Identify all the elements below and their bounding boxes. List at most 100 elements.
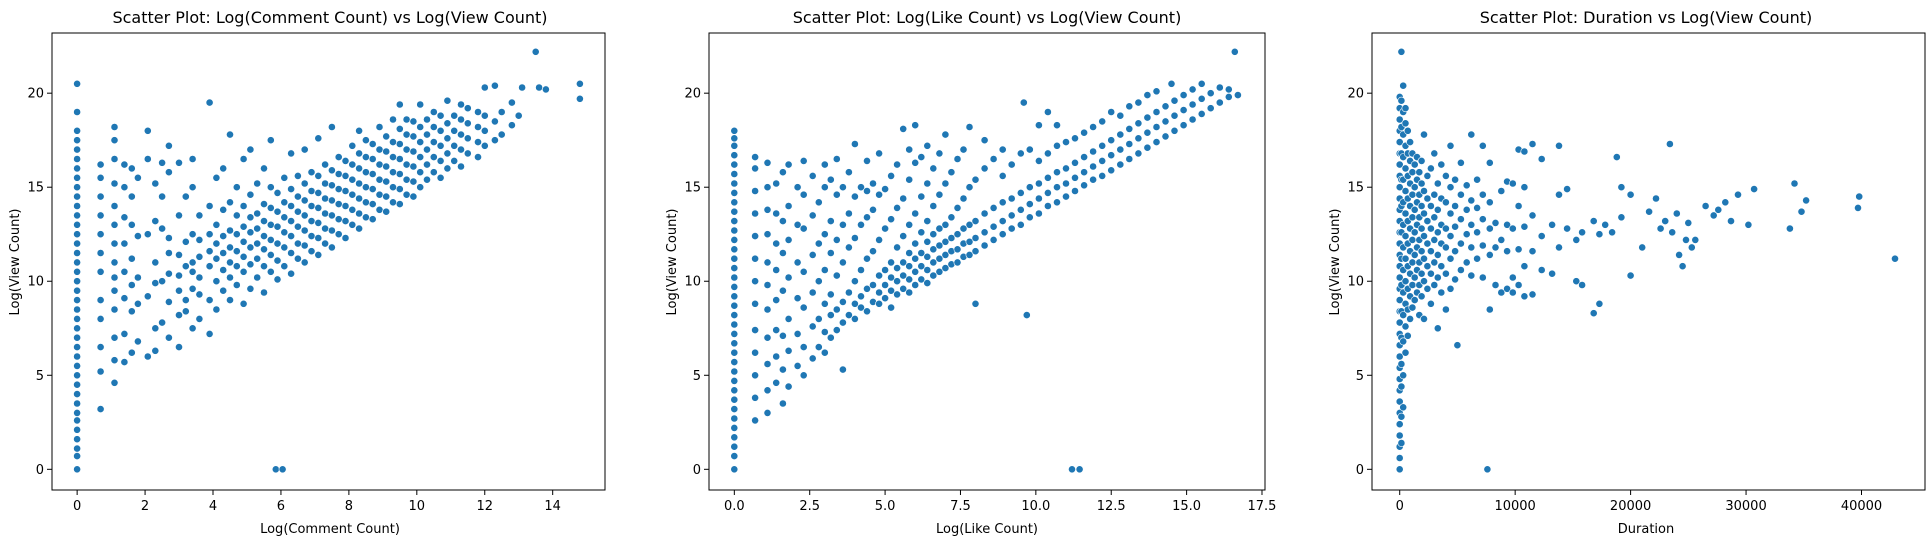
scatter-point [1478,141,1487,150]
scatter-point [857,303,865,312]
scatter-point [321,239,329,248]
scatter-point [463,134,472,143]
scatter-point [1578,281,1586,289]
scatter-point [188,267,197,276]
scatter-point [395,124,404,133]
scatter-point [730,423,739,432]
scatter-point [971,299,980,308]
scatter-point [1430,190,1439,199]
scatter-point [110,333,119,342]
scatter-point [402,145,411,154]
scatter-point [1666,140,1674,148]
scatter-point [1457,158,1465,167]
scatter-point [772,179,781,188]
scatter-point [814,343,823,351]
scatter-point [1555,190,1563,199]
scatter-point [1423,217,1432,225]
scatter-point [751,187,759,195]
scatter-point [73,361,81,370]
scatter-point [1678,262,1687,271]
scatter-point [226,130,234,139]
scatter-point [779,217,787,225]
scatter-point [151,179,160,188]
scatter-point [851,234,859,242]
scatter-point [1397,360,1406,368]
scatter-point [1462,258,1471,267]
scatter-point [1089,175,1097,184]
scatter-point [730,226,739,235]
scatter-point [1417,292,1426,301]
scatter-point [133,299,142,308]
scatter-point [763,281,772,289]
scatter-point [1401,348,1410,357]
scatter-point [120,160,129,169]
scatter-point [1116,111,1125,120]
scatter-point [941,264,950,272]
scatter-point [443,119,452,128]
scatter-point [239,299,248,308]
scatter-point [361,136,370,145]
scatter-point [260,232,268,240]
x-tick-label: 7.5 [950,499,971,514]
scatter-point [1442,171,1450,180]
scatter-point [96,192,105,201]
scatter-point [1423,262,1432,271]
scatter-point [273,275,282,284]
scatter-point [576,94,584,103]
scatter-point [772,239,781,248]
scatter-point [1025,145,1034,154]
scatter-point [1016,220,1025,229]
x-tick-label: 12 [476,499,493,514]
scatter-point [839,365,847,374]
scatter-point [260,262,268,271]
scatter-point [212,254,221,263]
scatter-point [1446,209,1455,218]
scatter-point [253,179,262,188]
x-ticks: 0 10000 20000 30000 40000 [1396,490,1882,514]
scatter-point [1457,190,1465,199]
scatter-point [246,190,255,199]
scatter-point [1442,243,1450,252]
scatter-point [730,465,739,474]
scatter-point [1098,156,1107,165]
scatter-point [576,79,584,88]
scatter-point [96,211,105,220]
scatter-point [1044,149,1052,158]
scatter-point [1395,183,1404,192]
scatter-point [341,156,350,165]
scatter-point [1068,465,1076,474]
scatter-point [1503,284,1511,293]
scatter-point [175,211,183,220]
scatter-point [334,185,343,193]
scatter-point [1462,230,1471,239]
scatter-point [480,83,489,92]
scatter-point [779,249,787,257]
scatter-point [1053,121,1061,130]
scatter-point [96,343,105,351]
scatter-point [947,168,956,177]
scatter-point [395,170,404,178]
scatter-point [965,237,974,246]
scatter-point [96,249,105,257]
scatter-point [307,187,316,195]
scatter-point [784,314,793,323]
scatter-point [1457,266,1465,274]
scatter-point [1430,235,1439,244]
scatter-point [935,254,944,263]
scatter-point [730,376,739,385]
scatter-point [799,303,808,312]
scatter-point [1399,311,1408,319]
scatter-point [1134,119,1143,128]
scatter-point [402,160,411,169]
scatter-point [730,151,739,160]
scatter-point [321,194,329,203]
scatter-point [151,258,160,267]
scatter-point [246,228,255,237]
scatter-point [730,442,739,451]
scatter-point [402,175,411,184]
scatter-point [814,314,823,323]
scatter-point [1408,190,1417,199]
scatter-point [1437,160,1446,169]
scatter-point [730,348,739,357]
scatter-point [1401,232,1410,240]
